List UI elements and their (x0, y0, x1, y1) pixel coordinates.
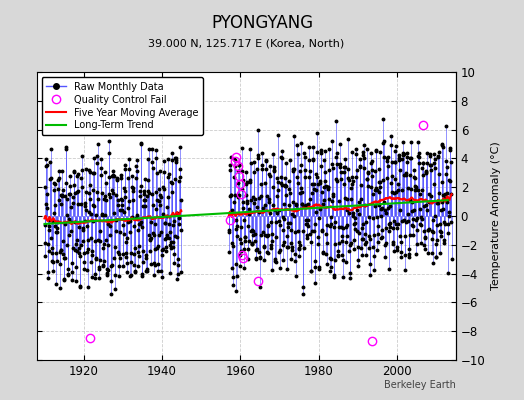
Text: Berkeley Earth: Berkeley Earth (384, 380, 456, 390)
Y-axis label: Temperature Anomaly (°C): Temperature Anomaly (°C) (491, 142, 501, 290)
Text: PYONGYANG: PYONGYANG (211, 14, 313, 32)
Legend: Raw Monthly Data, Quality Control Fail, Five Year Moving Average, Long-Term Tren: Raw Monthly Data, Quality Control Fail, … (41, 77, 203, 135)
Title: 39.000 N, 125.717 E (Korea, North): 39.000 N, 125.717 E (Korea, North) (148, 39, 344, 49)
